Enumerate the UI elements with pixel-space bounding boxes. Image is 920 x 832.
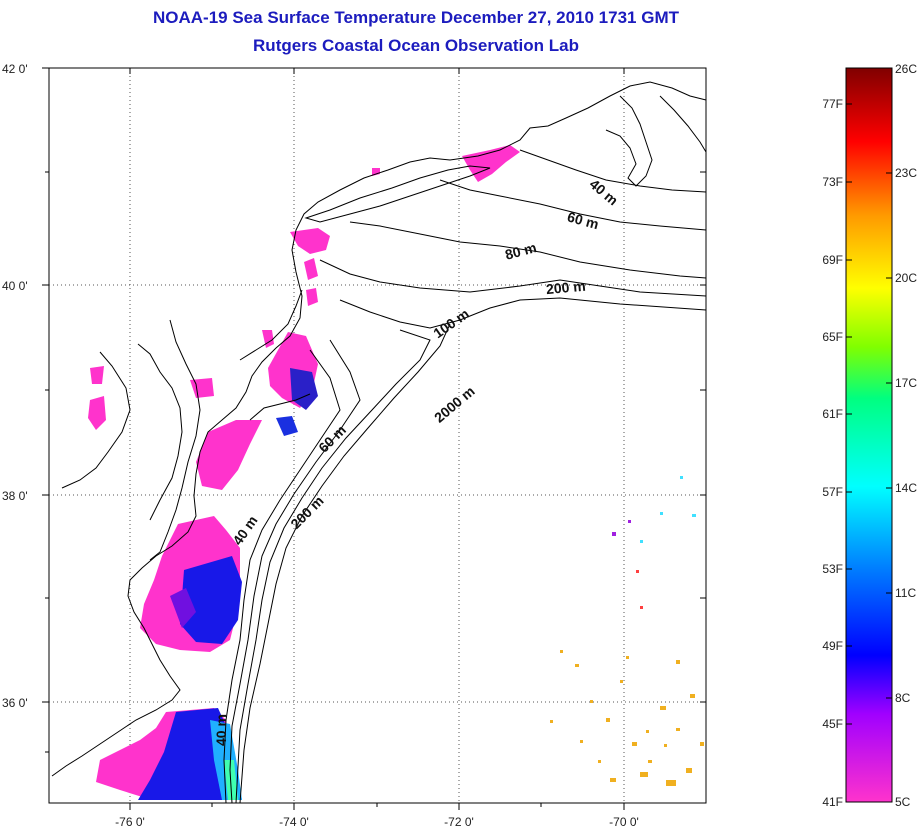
lon-tick-74: -74 0' xyxy=(279,815,309,829)
colorbar-ticks xyxy=(846,103,892,725)
depth-label-200m-north: 200 m xyxy=(545,278,586,297)
map-frame xyxy=(48,67,707,804)
frame-ticks xyxy=(42,67,706,810)
lon-tick-76: -76 0' xyxy=(115,815,145,829)
coastline xyxy=(51,81,707,777)
lat-tick-36: 36 0' xyxy=(2,696,28,710)
colorbar-label-53f: 53F xyxy=(822,562,843,576)
colorbar-label-49f: 49F xyxy=(822,639,843,653)
chesapeake-bay xyxy=(61,319,201,561)
colorbar-label-8c: 8C xyxy=(895,691,911,705)
colorbar-label-26c: 26C xyxy=(895,62,917,76)
colorbar-label-23c: 23C xyxy=(895,166,917,180)
map-title: NOAA-19 Sea Surface Temperature December… xyxy=(153,8,679,27)
colorbar-label-61f: 61F xyxy=(822,407,843,421)
depth-label-60m-north: 60 m xyxy=(566,208,601,232)
lat-tick-40: 40 0' xyxy=(2,279,28,293)
colorbar-label-14c: 14C xyxy=(895,481,917,495)
colorbar-label-11c: 11C xyxy=(895,586,916,600)
colorbar-label-5c: 5C xyxy=(895,795,911,809)
colorbar-label-65f: 65F xyxy=(822,330,843,344)
lon-tick-70: -70 0' xyxy=(609,815,639,829)
map-subtitle: Rutgers Coastal Ocean Observation Lab xyxy=(253,36,579,55)
lat-tick-38: 38 0' xyxy=(2,489,28,503)
cape-cod xyxy=(605,95,707,187)
depth-label-80m: 80 m xyxy=(503,239,538,263)
colorbar-label-17c: 17C xyxy=(895,376,917,390)
graticule xyxy=(49,68,706,803)
isobaths xyxy=(223,149,707,804)
colorbar-label-41f: 41F xyxy=(822,795,843,809)
delaware-bay xyxy=(239,289,311,421)
colorbar-label-45f: 45F xyxy=(822,717,843,731)
lon-tick-72: -72 0' xyxy=(444,815,474,829)
colorbar xyxy=(845,67,893,803)
colorbar-label-73f: 73F xyxy=(822,175,843,189)
depth-label-40m-carolina: 40 m xyxy=(213,714,229,746)
colorbar-label-77f: 77F xyxy=(822,97,843,111)
sst-data xyxy=(88,145,704,800)
lat-tick-42: 42 0' xyxy=(2,62,28,76)
colorbar-label-69f: 69F xyxy=(822,253,843,267)
colorbar-label-20c: 20C xyxy=(895,271,917,285)
long-island xyxy=(304,165,491,223)
colorbar-label-57f: 57F xyxy=(822,485,843,499)
